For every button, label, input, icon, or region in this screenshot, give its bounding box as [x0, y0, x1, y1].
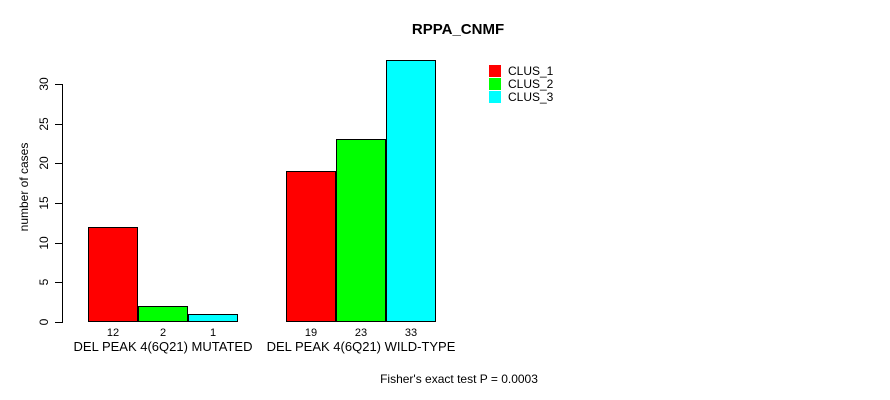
- bar-value-label: 33: [404, 327, 418, 339]
- y-axis-tick: [55, 123, 62, 125]
- y-axis-tick: [55, 163, 62, 165]
- legend-color-swatch: [489, 91, 501, 103]
- legend-item: CLUS_1: [489, 65, 553, 77]
- legend-item: CLUS_2: [489, 78, 553, 90]
- chart-title: RPPA_CNMF: [411, 21, 505, 38]
- y-axis-tick: [55, 322, 62, 323]
- y-axis-tick-label: 20: [37, 156, 51, 170]
- y-axis-tick-label: 10: [37, 235, 51, 250]
- bar-clus_1-group1: [88, 226, 138, 322]
- y-axis-tick-label: 15: [37, 196, 51, 210]
- y-axis-tick: [55, 83, 62, 85]
- bar-value-label: 19: [304, 327, 318, 339]
- x-category-label: DEL PEAK 4(6Q21) MUTATED: [73, 339, 253, 354]
- legend-item: CLUS_3: [489, 91, 553, 103]
- bar-clus_3-group2: [386, 59, 436, 322]
- x-category-label: DEL PEAK 4(6Q21) WILD-TYPE: [266, 339, 456, 354]
- y-axis-tick-label: 25: [37, 116, 51, 131]
- bar-value-label: 23: [354, 327, 368, 339]
- legend: CLUS_1 CLUS_2 CLUS_3: [489, 65, 553, 104]
- bar-clus_3-group1: [188, 314, 238, 322]
- y-axis-tick: [55, 282, 62, 284]
- bar-value-label: 2: [159, 327, 167, 339]
- legend-color-swatch: [489, 78, 501, 90]
- y-axis-tick: [55, 242, 62, 244]
- annotation-fisher-test: Fisher's exact test P = 0.0003: [380, 372, 538, 386]
- legend-item-label: CLUS_1: [508, 64, 554, 78]
- y-axis-line: [62, 83, 63, 323]
- legend-color-swatch: [489, 65, 501, 77]
- bar-value-label: 12: [106, 327, 120, 339]
- bar-value-label: 1: [209, 327, 217, 339]
- legend-item-label: CLUS_3: [508, 90, 554, 104]
- y-axis-tick-label: 30: [37, 77, 51, 91]
- legend-item-label: CLUS_2: [508, 77, 554, 91]
- bar-clus_2-group1: [138, 306, 188, 322]
- y-axis-tick-label: 0: [37, 318, 51, 326]
- bar-clus_2-group2: [336, 139, 386, 322]
- y-axis-tick-label: 5: [37, 278, 51, 286]
- y-axis-tick: [55, 202, 62, 204]
- bar-clus_1-group2: [286, 171, 336, 322]
